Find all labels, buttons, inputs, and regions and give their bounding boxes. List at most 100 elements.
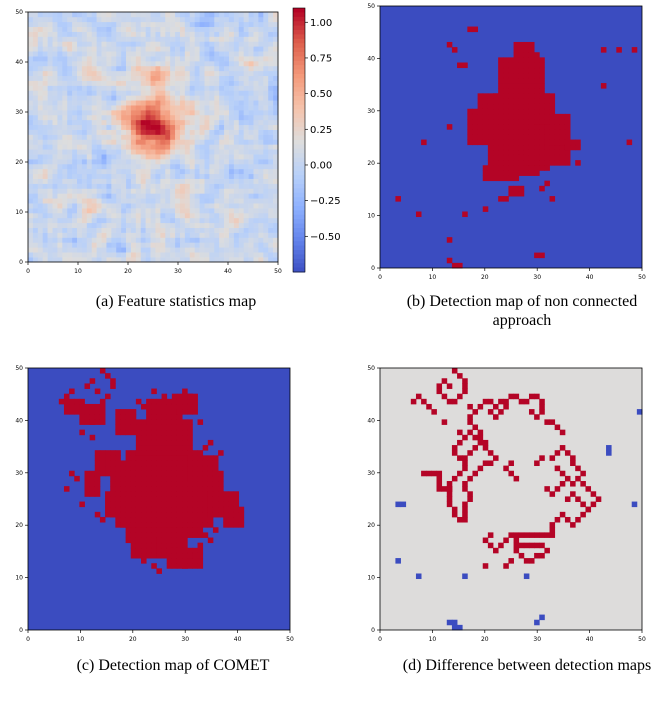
heatmap-a-cell: [72, 114, 78, 121]
heatmap-a-cell: [67, 178, 73, 184]
chart-c-detected-cell: [212, 486, 219, 492]
chart-b-detected-cell: [564, 149, 571, 156]
heatmap-a-cell: [42, 183, 48, 189]
heatmap-a-cell: [72, 46, 78, 52]
chart-c-detected-cell: [212, 527, 219, 533]
heatmap-a-cell: [175, 257, 181, 263]
chart-c-detected-cell: [192, 563, 198, 569]
heatmap-a-cell: [47, 247, 53, 253]
chart-c-detected-cell: [187, 506, 193, 513]
heatmap-a-cell: [140, 85, 146, 91]
chart-c-detected-cell: [192, 552, 198, 559]
heatmap-a-cell: [258, 51, 264, 57]
heatmap-a-cell: [248, 46, 254, 52]
heatmap-a-cell: [81, 95, 88, 101]
heatmap-a-cell: [86, 149, 93, 155]
heatmap-a-cell: [42, 173, 48, 179]
heatmap-a-cell: [199, 65, 205, 72]
chart-b-detected-cell: [487, 134, 494, 140]
heatmap-a-cell: [32, 100, 39, 106]
heatmap-a-cell: [135, 134, 142, 140]
chart-b-detected-cell: [503, 154, 509, 161]
heatmap-a-cell: [165, 46, 171, 52]
heatmap-a-cell: [219, 46, 225, 52]
heatmap-a-cell: [273, 222, 279, 228]
chart-c-detected-cell: [212, 511, 219, 518]
heatmap-a-cell: [126, 144, 132, 150]
heatmap-a-cell: [67, 144, 73, 150]
chart-b-detected-cell: [493, 119, 499, 125]
heatmap-a-cell: [140, 188, 146, 194]
heatmap-a-cell: [170, 51, 176, 57]
chart-b-detected-cell: [508, 185, 514, 192]
chart-d-added-cell: [457, 470, 463, 477]
chart-c-detected-cell: [120, 414, 127, 420]
heatmap-a-cell: [273, 26, 279, 32]
chart-c-detected-cell: [120, 491, 127, 497]
chart-c-detected-cell: [146, 481, 152, 487]
heatmap-a-cell: [67, 31, 73, 37]
heatmap-a-cell: [42, 203, 48, 209]
chart-c-detected-cell: [166, 491, 173, 497]
heatmap-a-cell: [145, 31, 151, 37]
heatmap-a-cell: [96, 124, 102, 130]
chart-c-detected-cell: [192, 393, 198, 400]
heatmap-a-cell: [233, 110, 240, 116]
chart-c-detected-cell: [156, 496, 162, 502]
heatmap-a-cell: [233, 198, 240, 204]
heatmap-a-cell: [268, 51, 274, 57]
chart-b-detected-cell: [493, 124, 499, 130]
chart-b-detected-cell: [518, 190, 525, 197]
heatmap-a-cell: [145, 124, 151, 130]
chart-c-detected-cell: [166, 547, 173, 554]
heatmap-a-cell: [184, 173, 191, 179]
heatmap-a-cell: [253, 70, 259, 77]
heatmap-a-cell: [91, 21, 97, 28]
chart-c-detected-cell: [161, 414, 168, 420]
heatmap-a-cell: [62, 41, 68, 47]
chart-d-added-cell: [523, 558, 530, 564]
heatmap-a-cell: [37, 247, 44, 253]
chart-c-detected-cell: [146, 434, 152, 441]
chart-b-detected-cell: [528, 41, 535, 48]
heatmap-a-cell: [199, 173, 205, 179]
colorbar-a-segment: [293, 148, 305, 154]
heatmap-a-cell: [67, 159, 73, 165]
heatmap-a-cell: [228, 16, 235, 23]
chart-b-detected-cell: [513, 144, 520, 151]
chart-b-detected-cell: [539, 93, 545, 99]
chart-d-added-cell: [513, 537, 520, 544]
heatmap-a-cell: [86, 198, 93, 204]
chart-c-detected-cell: [105, 511, 111, 518]
heatmap-a-cell: [91, 85, 97, 91]
chart-c-detected-cell: [207, 491, 214, 497]
heatmap-a-cell: [179, 85, 186, 91]
chart-c-detected-cell: [141, 470, 147, 477]
chart-c-detected-cell: [84, 475, 91, 482]
heatmap-a-cell: [189, 21, 195, 28]
heatmap-a-cell: [155, 139, 161, 145]
heatmap-a-cell: [189, 222, 195, 228]
heatmap-a-cell: [150, 208, 156, 214]
chart-c-detected-cell: [187, 475, 193, 482]
heatmap-a-cell: [91, 90, 97, 96]
heatmap-a-cell: [67, 154, 73, 160]
chart-c-detected-cell: [130, 552, 137, 559]
heatmap-a-cell: [32, 70, 39, 77]
heatmap-a-cell: [165, 124, 171, 130]
chart-c-detected-cell: [135, 527, 142, 533]
chart-b-detected-cell: [498, 129, 504, 135]
heatmap-a-cell: [258, 159, 264, 165]
heatmap-a-cell: [67, 252, 73, 258]
heatmap-a-cell: [184, 16, 191, 23]
heatmap-a-cell: [233, 85, 240, 91]
heatmap-a-cell: [155, 114, 161, 121]
heatmap-a-cell: [121, 173, 127, 179]
chart-b-detected-cell: [513, 170, 520, 176]
chart-c-detected-cell: [105, 470, 111, 477]
heatmap-a-cell: [62, 36, 68, 42]
heatmap-a-cell: [57, 208, 63, 214]
heatmap-a-cell: [52, 168, 58, 175]
heatmap-a-cell: [189, 149, 195, 155]
